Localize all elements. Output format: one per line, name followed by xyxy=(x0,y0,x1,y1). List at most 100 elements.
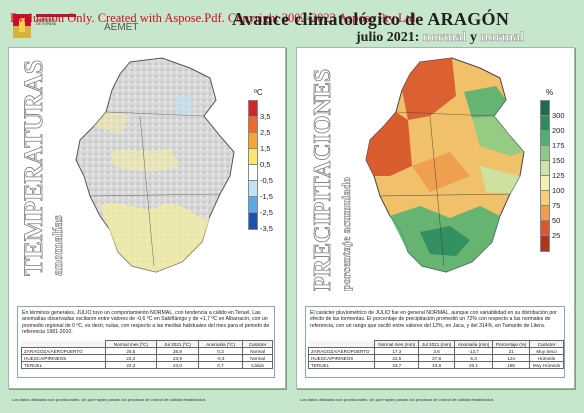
precipitation-vertical-title: PRECIPITACIONES porcentaje acumulado xyxy=(310,68,354,291)
temperature-table-cell: HUESCA/PIRINEOS xyxy=(21,354,106,362)
precipitation-legend-label: 200 xyxy=(552,126,565,135)
temperature-vertical-title: TEMPERATURAS anomalías xyxy=(19,59,67,276)
precipitation-table-cell: TERUEL xyxy=(307,361,376,369)
temperature-table-header: Normal mes (ºC) Jul 2021 (ºC) Anomalía (ºC… xyxy=(21,340,273,348)
precipitation-table-header-cell xyxy=(308,340,375,348)
precipitation-table-cell: Húmedo xyxy=(529,354,564,362)
precipitation-table-cell: 22,5 xyxy=(374,354,420,362)
temperature-legend-swatch xyxy=(248,212,258,230)
temperature-table-cell: 22,3 xyxy=(104,361,158,369)
precipitation-table-cell: HUESCA/PIRINEOS xyxy=(307,354,376,362)
precipitation-footnote: Los datos utilizados son provisionales, … xyxy=(300,397,494,402)
precipitation-table-cell: 20,1 xyxy=(454,361,494,369)
temperature-table-cell: -0,3 xyxy=(197,354,244,362)
temperature-table-cell: Cálido xyxy=(242,361,273,369)
precipitation-legend-label: 300 xyxy=(552,111,565,120)
aemet-logo: AEMET xyxy=(104,22,139,33)
precipitation-legend-swatch xyxy=(540,235,550,252)
temperature-legend-label: 2,5 xyxy=(260,128,271,137)
temperature-legend-label: -1,5 xyxy=(260,192,273,201)
precipitation-table-cell: 27,8 xyxy=(418,354,456,362)
precipitation-legend-label: 125 xyxy=(552,171,565,180)
precipitation-legend-label: 75 xyxy=(552,201,561,210)
precipitation-table-header-cell: Jul 2021 (mm) xyxy=(418,340,456,348)
subtitle-y: y xyxy=(469,30,477,45)
precipitation-legend-label: 100 xyxy=(552,186,565,195)
precipitation-table-header-cell: Anomalía (mm) xyxy=(454,340,494,348)
precipitation-table-cell: 21 xyxy=(492,347,531,355)
precipitation-summary-text: El carácter pluviométrico de JULIO fue e… xyxy=(310,310,557,329)
temperature-table-cell: 24,2 xyxy=(104,354,158,362)
precipitation-table-cell: -13,7 xyxy=(454,347,494,355)
precipitation-table-cell: Muy Húmedo xyxy=(529,361,564,369)
page-title: Avance climatológico de ARAGÓN xyxy=(232,9,510,29)
temperature-footnote: Los datos utilizados son provisionales, … xyxy=(12,397,206,402)
temperature-legend-label: 1,5 xyxy=(260,144,271,153)
precipitation-table-cell: 3,6 xyxy=(418,347,456,355)
precipitation-table-cell: 5,3 xyxy=(454,354,494,362)
temperature-table-cell: 25,5 xyxy=(104,347,158,355)
subtitle-precip-character: normal xyxy=(480,30,525,46)
precipitation-unit: % xyxy=(546,88,554,97)
temperature-table-cell: 25,8 xyxy=(156,347,199,355)
temperature-table: Normal mes (ºC) Jul 2021 (ºC) Anomalía (ºC… xyxy=(21,340,273,369)
precipitation-table: Normal mes (mm) Jul 2021 (mm) Anomalía (mm… xyxy=(307,340,564,369)
temperature-unit: ºC xyxy=(254,88,263,97)
temperature-table-header-cell: Anomalía (ºC) xyxy=(197,340,244,348)
temperature-summary-text: En términos generales, JULIO tuvo un com… xyxy=(22,310,270,336)
precipitation-table-header-cell: Porcentaje (%) xyxy=(492,340,531,348)
precipitation-legend-label: 150 xyxy=(552,156,565,165)
spain-coat-of-arms-logo xyxy=(13,14,31,38)
precipitation-table-header-cell: Carácter xyxy=(529,340,564,348)
temperature-table-cell: 23,0 xyxy=(156,361,199,369)
temperature-table-header-cell: Carácter xyxy=(242,340,273,348)
precipitation-table-cell: ZARAGOZA/AEROPUERTO xyxy=(307,347,376,355)
precipitation-table-row: TERUEL 23,7 43,8 20,1 185 Muy Húmedo xyxy=(307,361,564,369)
precipitation-legend: 300 200 175 150 125 100 75 50 25 xyxy=(540,100,574,260)
subtitle-temp-character: normal xyxy=(422,30,467,46)
temperature-table-cell: TERUEL xyxy=(21,361,106,369)
watermark-text: Evaluation Only. Created with Aspose.Pdf… xyxy=(10,11,419,25)
precipitation-subtitle-text: porcentaje acumulado xyxy=(339,177,353,291)
temperature-table-header-cell: Normal mes (ºC) xyxy=(104,340,158,348)
temperature-legend: 3,5 2,5 1,5 0,5 -0,5 -1,5 -2,5 -3,5 xyxy=(248,100,282,250)
precipitation-map xyxy=(365,57,525,273)
page-subtitle: julio 2021: normal y normal xyxy=(356,30,524,46)
precipitation-table-cell: 43,8 xyxy=(418,361,456,369)
temperature-table-row: TERUEL 22,3 23,0 0,7 Cálido xyxy=(21,361,273,369)
precipitation-table-cell: 185 xyxy=(492,361,531,369)
temperature-table-cell: 0,7 xyxy=(197,361,244,369)
precipitation-table-cell: Muy Seco xyxy=(529,347,564,355)
temperature-table-cell: Normal xyxy=(242,354,273,362)
temperature-title-text: TEMPERATURAS xyxy=(19,60,48,276)
temperature-table-cell: ZARAGOZA/AEROPUERTO xyxy=(21,347,106,355)
subtitle-month: julio 2021: xyxy=(356,30,420,45)
precipitation-table-cell: 23,7 xyxy=(374,361,420,369)
temperature-table-header-cell: Jul 2021 (ºC) xyxy=(156,340,199,348)
ministry-logo: GOBIERNO DE ESPAÑA xyxy=(36,14,76,38)
precipitation-legend-label: 175 xyxy=(552,141,565,150)
temperature-legend-label: -3,5 xyxy=(260,224,273,233)
temperature-table-cell: 0,3 xyxy=(197,347,244,355)
temperature-table-row: ZARAGOZA/AEROPUERTO 25,5 25,8 0,3 Normal xyxy=(21,347,273,355)
precipitation-table-row: ZARAGOZA/AEROPUERTO 17,3 3,6 -13,7 21 Muy Sec… xyxy=(307,347,564,355)
temperature-subtitle-text: anomalías xyxy=(51,215,66,276)
precipitation-table-header-cell: Normal mes (mm) xyxy=(374,340,420,348)
precipitation-table-cell: 124 xyxy=(492,354,531,362)
temperature-legend-label: 3,5 xyxy=(260,112,271,121)
temperature-legend-label: -2,5 xyxy=(260,208,273,217)
temperature-table-cell: Normal xyxy=(242,347,273,355)
temperature-table-cell: 23,9 xyxy=(156,354,199,362)
precipitation-table-row: HUESCA/PIRINEOS 22,5 27,8 5,3 124 Húmedo xyxy=(307,354,564,362)
precipitation-legend-label: 25 xyxy=(552,231,561,240)
precipitation-table-cell: 17,3 xyxy=(374,347,420,355)
temperature-map xyxy=(75,57,235,273)
temperature-legend-label: -0,5 xyxy=(260,176,273,185)
temperature-table-header-cell xyxy=(21,340,106,348)
temperature-legend-label: 0,5 xyxy=(260,160,271,169)
temperature-table-row: HUESCA/PIRINEOS 24,2 23,9 -0,3 Normal xyxy=(21,354,273,362)
precipitation-legend-label: 50 xyxy=(552,216,561,225)
precipitation-title-text: PRECIPITACIONES xyxy=(310,69,336,291)
precipitation-table-header: Normal mes (mm) Jul 2021 (mm) Anomalía (mm… xyxy=(308,340,564,348)
